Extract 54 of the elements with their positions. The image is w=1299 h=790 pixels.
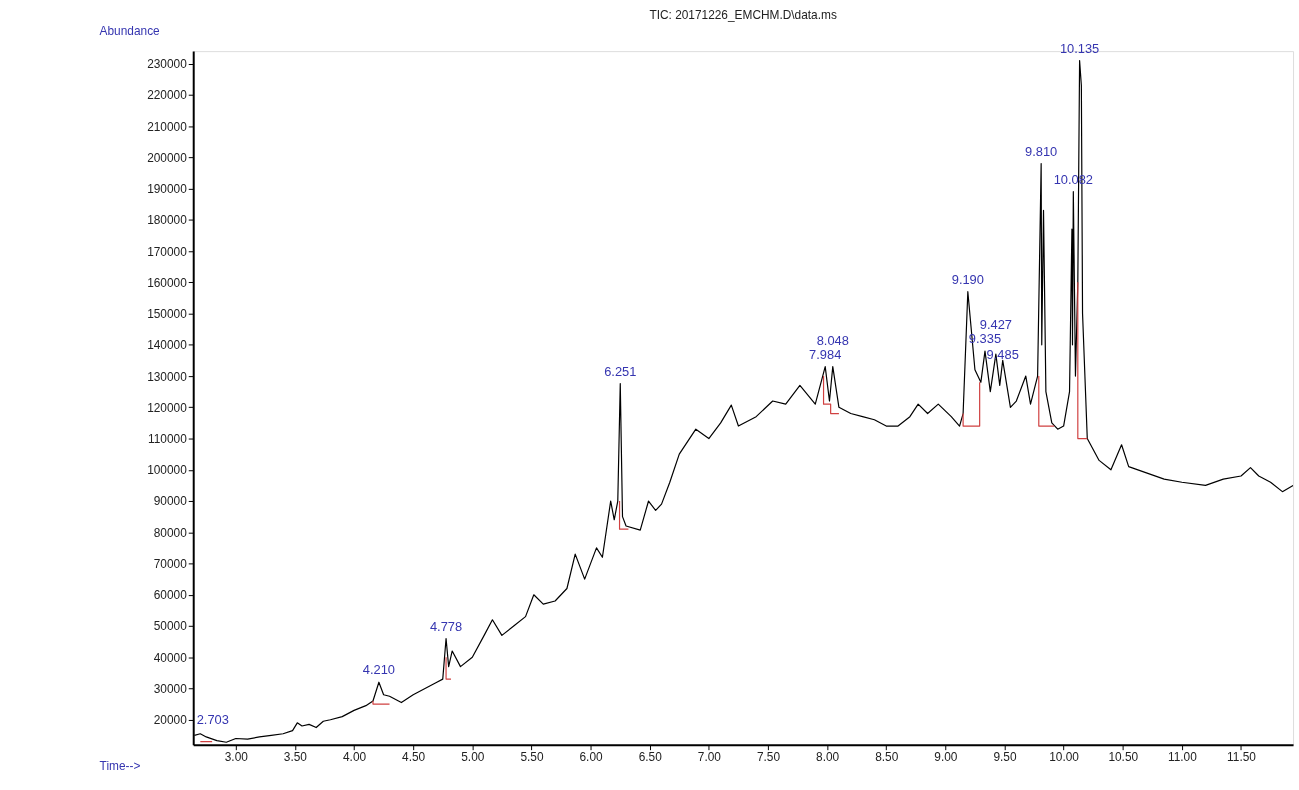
y-tick-label: 120000 xyxy=(147,400,188,415)
x-tick-label: 6.00 xyxy=(579,750,604,765)
y-tick-label: 210000 xyxy=(147,119,188,134)
x-tick-label: 4.00 xyxy=(342,750,367,765)
x-tick-label: 3.00 xyxy=(224,750,249,765)
x-tick-label: 3.50 xyxy=(283,750,308,765)
y-tick-label: 200000 xyxy=(147,150,188,165)
x-tick-label: 8.50 xyxy=(875,750,899,765)
y-tick-label: 20000 xyxy=(153,713,188,728)
x-tick-label: 8.00 xyxy=(816,750,840,765)
y-tick-label: 190000 xyxy=(147,182,188,197)
chart-title: TIC: 20171226_EMCHM.D\data.ms xyxy=(649,8,837,23)
x-tick-label: 6.50 xyxy=(638,750,663,765)
x-tick-label: 5.50 xyxy=(520,750,544,765)
y-tick-label: 50000 xyxy=(153,619,188,634)
y-tick-label: 220000 xyxy=(147,88,188,103)
annotation: 9.190 xyxy=(951,271,984,287)
x-tick-label: 5.00 xyxy=(461,750,485,765)
y-tick-label: 90000 xyxy=(153,494,188,509)
y-tick-label: 110000 xyxy=(148,432,188,446)
y-tick-label: 160000 xyxy=(147,275,188,290)
y-tick-label: 70000 xyxy=(153,556,188,571)
annotation: 4.778 xyxy=(429,618,463,634)
x-tick-label: 10.50 xyxy=(1108,750,1139,765)
x-tick-label: 11.50 xyxy=(1227,750,1257,765)
y-tick-label: 30000 xyxy=(153,681,188,696)
y-tick-label: 80000 xyxy=(153,525,188,540)
x-tick-label: 9.00 xyxy=(934,750,958,765)
y-tick-label: 150000 xyxy=(147,307,188,322)
y-tick-label: 230000 xyxy=(147,57,188,72)
y-tick-label: 170000 xyxy=(147,244,188,259)
annotation: 9.427 xyxy=(979,317,1012,333)
x-tick-label: 7.00 xyxy=(697,750,722,765)
y-tick-label: 60000 xyxy=(153,588,188,603)
annotation: 8.048 xyxy=(816,332,849,348)
annotation: 9.485 xyxy=(986,346,1019,362)
annotation: 6.251 xyxy=(604,363,637,379)
y-tick-label: 130000 xyxy=(147,369,188,384)
x-tick-label: 10.00 xyxy=(1049,750,1080,765)
x-tick-label: 7.50 xyxy=(756,750,781,765)
annotation: 4.210 xyxy=(362,662,395,678)
annotation: 10.135 xyxy=(1059,40,1100,56)
annotation: 2.703 xyxy=(196,712,229,728)
x-tick-label: 4.50 xyxy=(402,750,426,765)
y-tick-label: 100000 xyxy=(147,463,188,478)
x-axis-title: Time--> xyxy=(99,758,141,773)
y-axis-title: Abundance xyxy=(99,23,161,38)
annotation: 9.810 xyxy=(1025,143,1058,159)
x-tick-label: 9.50 xyxy=(993,750,1017,765)
y-tick-label: 180000 xyxy=(147,213,188,228)
y-tick-label: 140000 xyxy=(147,338,188,353)
y-tick-label: 40000 xyxy=(153,650,188,665)
x-tick-label: 11.00 xyxy=(1167,750,1198,765)
annotation: 7.984 xyxy=(809,346,842,362)
